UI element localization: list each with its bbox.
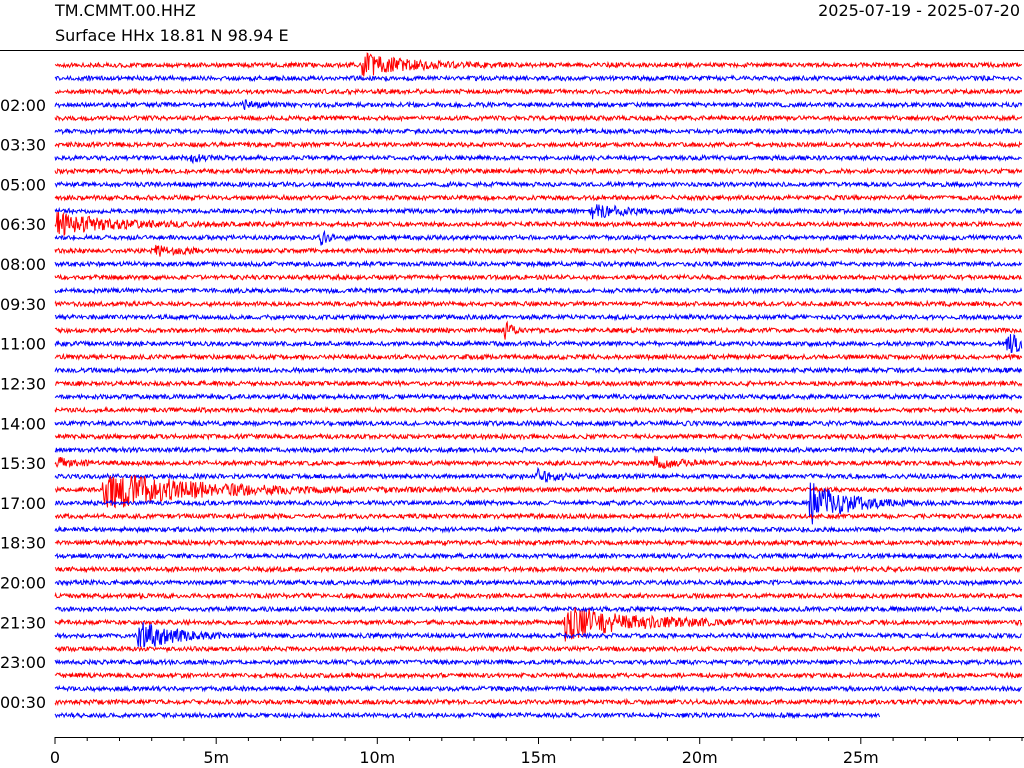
- y-tick-label-13: 21:30: [0, 613, 46, 632]
- trace-row-19: [54, 312, 1023, 322]
- trace-row-6: [54, 140, 1023, 149]
- y-tick-label-7: 12:30: [0, 375, 46, 394]
- trace-row-15: [54, 259, 1023, 269]
- station-title: TM.CMMT.00.HHZ: [54, 1, 196, 20]
- trace-row-14: [54, 244, 1023, 257]
- trace-row-21: [54, 334, 1023, 354]
- trace-row-49: [54, 710, 881, 720]
- trace-row-12: [54, 211, 1023, 237]
- y-tick-label-0: 02:00: [0, 96, 46, 115]
- trace-row-9: [54, 180, 1022, 189]
- y-tick-label-10: 17:00: [0, 494, 46, 513]
- trace-row-23: [54, 365, 1023, 375]
- trace-row-42: [54, 607, 1023, 642]
- x-axis: 0 5m 10m 15m 20m 25m: [50, 737, 1023, 767]
- x-tick-label-0: 0: [50, 748, 60, 767]
- trace-row-44: [54, 644, 1023, 654]
- x-tick-label-2: 10m: [359, 748, 395, 767]
- y-tick-label-12: 20:00: [0, 574, 46, 593]
- trace-row-2: [54, 87, 1023, 96]
- trace-row-34: [55, 512, 1023, 521]
- y-tick-label-9: 15:30: [0, 454, 46, 473]
- y-tick-label-1: 03:30: [0, 136, 46, 155]
- trace-row-3: [54, 99, 1023, 111]
- trace-group: [54, 52, 1023, 720]
- y-tick-label-4: 08:00: [0, 255, 46, 274]
- y-tick-label-3: 06:30: [0, 215, 46, 234]
- trace-row-45: [54, 658, 1023, 667]
- y-tick-label-5: 09:30: [0, 295, 46, 314]
- trace-row-26: [54, 405, 1023, 414]
- trace-row-29: [54, 445, 1023, 455]
- trace-row-4: [54, 114, 1023, 123]
- y-tick-label-8: 14:00: [0, 414, 46, 433]
- trace-row-18: [54, 299, 1023, 309]
- station-location: Surface HHx 18.81 N 98.94 E: [55, 26, 289, 45]
- trace-row-43: [54, 621, 1022, 648]
- x-tick-label-3: 15m: [521, 748, 557, 767]
- trace-row-5: [54, 127, 1023, 136]
- y-tick-label-15: 00:30: [0, 693, 46, 712]
- trace-row-36: [54, 538, 1023, 547]
- trace-row-38: [54, 565, 1023, 574]
- trace-row-27: [54, 419, 1023, 428]
- trace-row-35: [54, 525, 1023, 534]
- trace-row-17: [54, 286, 1023, 295]
- trace-row-33: [54, 482, 1023, 525]
- x-tick-label-4: 20m: [682, 748, 718, 767]
- trace-row-13: [54, 229, 1023, 246]
- trace-row-7: [54, 153, 1023, 165]
- date-range: 2025-07-19 - 2025-07-20: [818, 1, 1020, 20]
- trace-row-16: [54, 273, 1022, 282]
- trace-row-1: [54, 74, 1023, 83]
- trace-row-8: [54, 166, 1023, 176]
- trace-row-25: [54, 392, 1023, 401]
- trace-row-11: [54, 204, 1023, 220]
- trace-row-20: [54, 320, 1022, 340]
- trace-row-10: [54, 193, 1023, 202]
- trace-row-39: [54, 578, 1023, 587]
- y-tick-label-11: 18:30: [0, 534, 46, 553]
- y-tick-label-14: 23:00: [0, 653, 46, 672]
- trace-row-31: [54, 466, 1023, 483]
- trace-row-24: [54, 379, 1023, 388]
- trace-row-41: [54, 604, 1023, 614]
- trace-row-40: [54, 591, 1023, 601]
- trace-row-37: [54, 551, 1023, 561]
- trace-row-28: [54, 432, 1023, 441]
- trace-row-0: [54, 52, 1023, 77]
- trace-row-48: [54, 697, 1023, 707]
- y-tick-label-2: 05:00: [0, 175, 46, 194]
- trace-row-47: [54, 684, 1023, 694]
- trace-row-46: [54, 671, 1023, 680]
- trace-row-30: [54, 455, 1023, 469]
- x-tick-label-1: 5m: [203, 748, 229, 767]
- trace-row-32: [54, 475, 1023, 509]
- trace-row-22: [54, 352, 1023, 362]
- y-tick-label-6: 11:00: [0, 335, 46, 354]
- x-tick-label-5: 25m: [843, 748, 879, 767]
- row-time-labels: 02:00 03:30 05:00 06:30 08:00 09:30 11:00 12:30…: [0, 96, 46, 712]
